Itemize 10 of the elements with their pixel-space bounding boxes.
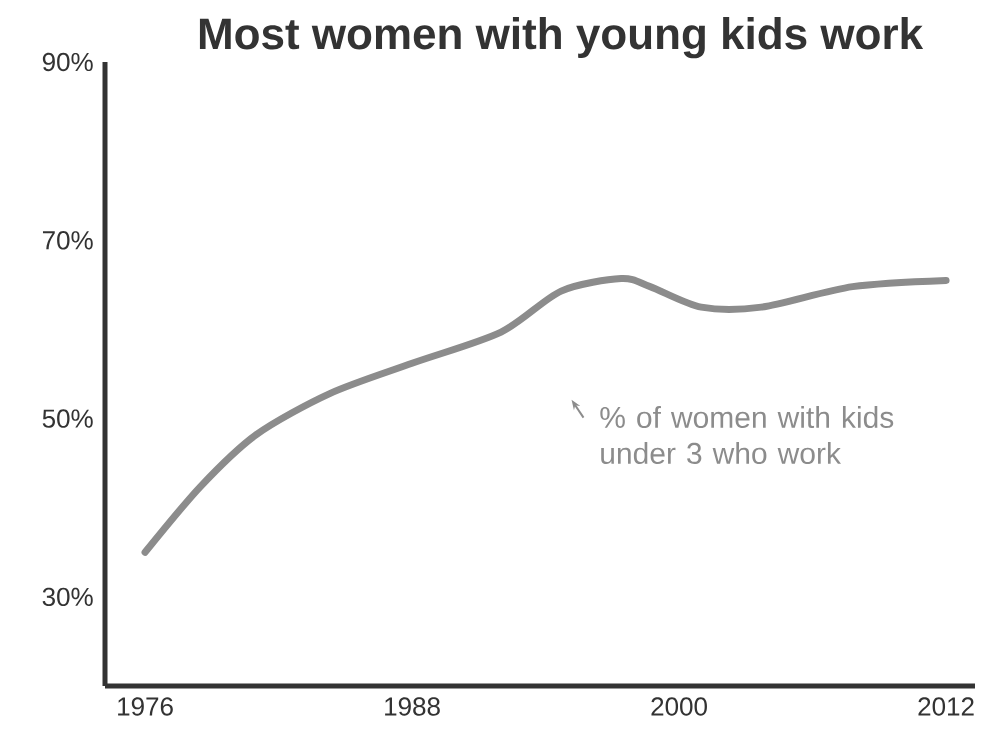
x-tick-label: 1988	[385, 697, 440, 716]
y-tick-label: 30%	[42, 587, 93, 607]
annotation: % of women with kids under 3 who work	[600, 406, 894, 465]
y-tick-label: 50%	[42, 409, 93, 428]
chart-title: Most women with young kids work	[199, 17, 924, 59]
x-tick-label: 2012	[918, 697, 974, 716]
y-tick-label: 90%	[42, 52, 93, 72]
x-tick-label: 2000	[651, 697, 707, 716]
x-tick-label: 1976	[118, 697, 173, 716]
y-tick-label: 70%	[42, 231, 93, 250]
